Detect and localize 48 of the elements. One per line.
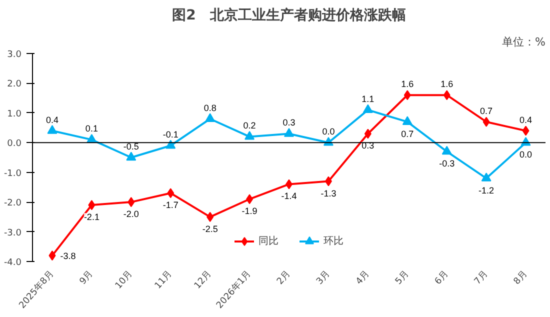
data-label: 0.0 bbox=[520, 150, 532, 160]
data-label: 0.8 bbox=[204, 102, 216, 113]
data-label: -3.8 bbox=[60, 251, 76, 262]
y-tick-label: -1.0 bbox=[4, 168, 22, 179]
data-label: 0.1 bbox=[85, 124, 98, 134]
data-label: -0.5 bbox=[123, 142, 139, 152]
data-label: -2.1 bbox=[84, 212, 100, 222]
y-tick-label: -3.0 bbox=[4, 228, 22, 238]
text: 单位：% bbox=[502, 36, 546, 48]
y-tick-label: -4.0 bbox=[4, 258, 22, 268]
x-tick-label: 3月 bbox=[314, 269, 332, 287]
x-tick-label: 4月 bbox=[354, 269, 372, 287]
y-tick-label: 1.0 bbox=[7, 109, 22, 120]
data-label: -0.3 bbox=[439, 158, 455, 169]
x-tick-label: 6月 bbox=[433, 269, 451, 287]
x-tick-label: 8月 bbox=[512, 269, 530, 287]
data-label: 0.4 bbox=[46, 114, 58, 125]
data-label: 0.7 bbox=[480, 106, 493, 116]
data-label: 0.0 bbox=[322, 126, 335, 137]
y-tick-label: 0.0 bbox=[7, 139, 22, 150]
data-label: 0.2 bbox=[243, 120, 256, 131]
y-tick-label: 2.0 bbox=[7, 80, 22, 90]
x-tick-label: 5月 bbox=[394, 269, 412, 287]
data-label: -2.5 bbox=[202, 224, 218, 234]
y-tick-label: 3.0 bbox=[7, 50, 22, 60]
data-label: 1.1 bbox=[362, 94, 374, 104]
legend-label: 环比 bbox=[324, 234, 344, 248]
legend-label: 同比 bbox=[258, 234, 278, 248]
data-label: -1.9 bbox=[242, 206, 258, 216]
x-tick-label: 7月 bbox=[472, 269, 490, 287]
x-tick-label: 9月 bbox=[78, 269, 96, 287]
data-label: -1.7 bbox=[162, 200, 178, 210]
data-label: 0.4 bbox=[520, 114, 532, 125]
data-label: -1.2 bbox=[478, 185, 494, 196]
data-label: 0.3 bbox=[282, 118, 296, 128]
x-tick-label: 11月 bbox=[153, 269, 174, 292]
chart-title: 图2 北京工业生产者购进价格涨跌幅 bbox=[172, 6, 406, 24]
x-tick-label: 2月 bbox=[276, 269, 293, 287]
data-label: 0.7 bbox=[401, 128, 414, 139]
data-label: -2.0 bbox=[123, 209, 139, 220]
data-label: -1.3 bbox=[320, 188, 336, 198]
data-label: -0.1 bbox=[162, 130, 178, 140]
data-label: -1.4 bbox=[281, 191, 297, 202]
x-tick-label: 12月 bbox=[192, 269, 214, 292]
y-tick-label: -2.0 bbox=[4, 198, 22, 209]
data-label: 1.6 bbox=[440, 79, 454, 90]
data-label: 1.6 bbox=[401, 79, 414, 90]
x-tick-label: 10月 bbox=[114, 269, 135, 292]
